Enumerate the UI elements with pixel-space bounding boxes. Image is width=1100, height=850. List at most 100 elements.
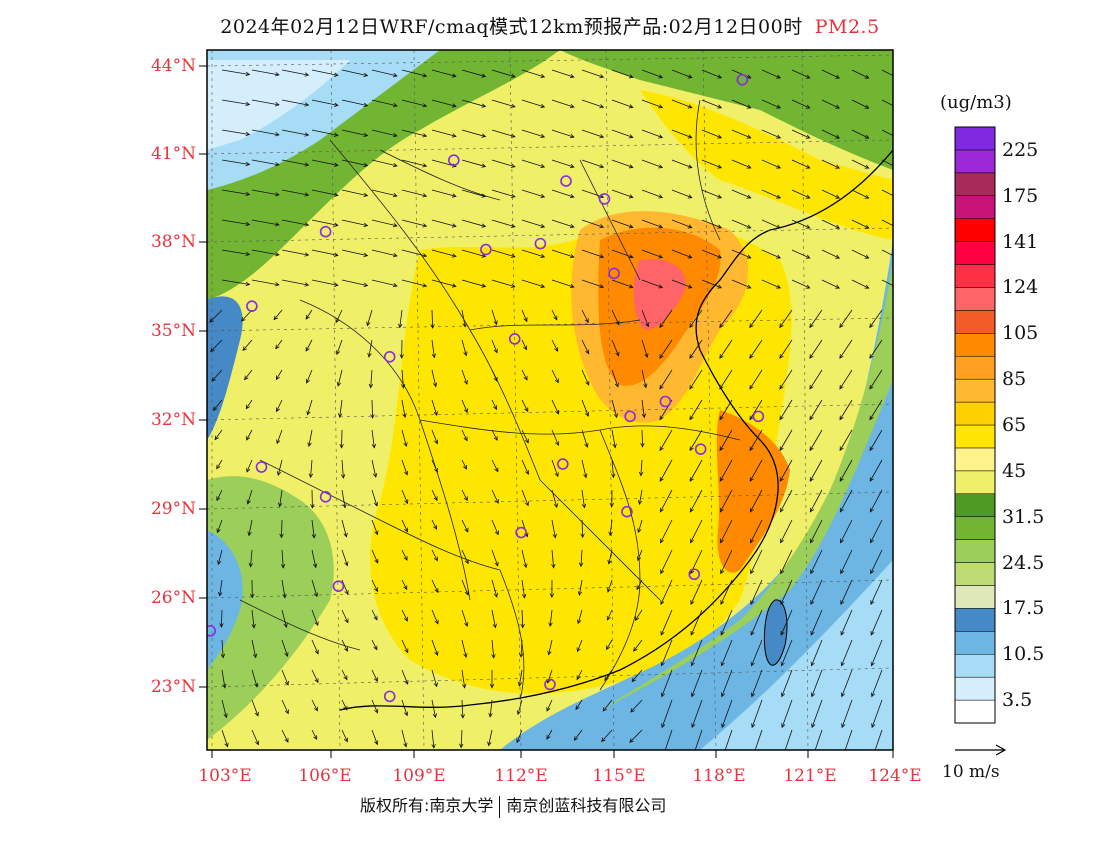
wind-vector bbox=[281, 279, 309, 286]
wind-vector-head bbox=[363, 222, 369, 228]
wind-vector-head bbox=[835, 284, 841, 289]
wind-vector-head bbox=[211, 377, 216, 382]
wind-vector bbox=[310, 459, 313, 478]
wind-vector bbox=[841, 639, 853, 666]
wind-vector-head bbox=[609, 502, 614, 508]
wind-vector-head bbox=[274, 72, 280, 77]
wind-vector-head bbox=[780, 569, 785, 575]
wind-vector-head bbox=[894, 255, 898, 258]
wind-vector bbox=[491, 249, 515, 258]
wind-vector-head bbox=[255, 740, 260, 746]
wind-vector bbox=[641, 369, 647, 388]
wind-vector-head bbox=[581, 503, 587, 509]
wind-vector bbox=[581, 159, 604, 168]
wind-vector bbox=[754, 729, 763, 750]
wind-vector-head bbox=[689, 507, 694, 513]
wind-vector bbox=[577, 639, 583, 652]
wind-vector-head bbox=[750, 600, 755, 605]
pm25-low-west-zone bbox=[207, 296, 243, 440]
graticule bbox=[207, 50, 893, 750]
wind-vector-head bbox=[628, 104, 634, 109]
wind-vector-head bbox=[245, 191, 251, 197]
wind-vector bbox=[339, 399, 343, 418]
wind-vector bbox=[791, 279, 810, 289]
wind-vector-head bbox=[363, 102, 369, 108]
wind-vector-head bbox=[431, 744, 436, 749]
wind-vector-head bbox=[254, 682, 259, 688]
wind-vector-head bbox=[519, 653, 524, 658]
wind-vector bbox=[431, 339, 435, 358]
wind-vector-head bbox=[809, 323, 814, 329]
wind-vector bbox=[521, 279, 545, 288]
wind-vector bbox=[611, 459, 614, 478]
wind-vector-head bbox=[404, 499, 409, 505]
wind-vector-head bbox=[463, 408, 468, 414]
wind-vector bbox=[401, 639, 409, 653]
wind-vector-head bbox=[481, 283, 487, 288]
colorbar-segment bbox=[954, 539, 996, 563]
wind-vector-head bbox=[216, 496, 221, 502]
wind-vector bbox=[761, 189, 781, 199]
wind-vector bbox=[661, 639, 673, 666]
wind-vector bbox=[401, 669, 409, 685]
wind-vector bbox=[371, 429, 375, 448]
wind-vector bbox=[761, 99, 781, 109]
wind-vector bbox=[431, 309, 434, 328]
wind-vector bbox=[461, 669, 466, 688]
wind-vector-head bbox=[576, 647, 581, 653]
wind-vector bbox=[720, 609, 733, 636]
wind-vector bbox=[881, 279, 893, 286]
wind-vector bbox=[639, 489, 643, 505]
wind-vector bbox=[371, 729, 378, 745]
wind-vector bbox=[491, 579, 498, 598]
wind-vector-head bbox=[374, 530, 379, 536]
wind-vector-head bbox=[451, 73, 457, 78]
wind-vector bbox=[521, 399, 529, 412]
wind-vector-head bbox=[749, 507, 754, 513]
wind-vector-head bbox=[780, 630, 785, 636]
wind-vector-head bbox=[575, 705, 580, 711]
wind-vector-head bbox=[805, 134, 811, 139]
wind-vector-head bbox=[660, 692, 666, 698]
wind-vector-head bbox=[250, 593, 255, 599]
wind-vector bbox=[601, 729, 613, 742]
wind-vector-head bbox=[279, 533, 284, 539]
wind-vector-head bbox=[839, 384, 844, 390]
wind-vector-head bbox=[434, 439, 439, 445]
wind-vector bbox=[701, 99, 722, 109]
wind-vector-head bbox=[363, 192, 369, 198]
wind-vector bbox=[371, 189, 397, 197]
wind-vector-head bbox=[339, 444, 344, 449]
wind-vector bbox=[749, 429, 763, 451]
wind-vector bbox=[431, 639, 438, 656]
wind-vector bbox=[273, 309, 283, 320]
wind-vector bbox=[810, 519, 823, 543]
wind-vector-head bbox=[274, 132, 280, 137]
wind-vector-head bbox=[578, 562, 584, 568]
wind-vector bbox=[611, 429, 616, 448]
wind-vector-head bbox=[690, 538, 694, 544]
city-marker bbox=[598, 193, 611, 205]
wind-vector-head bbox=[840, 538, 844, 544]
wind-vector bbox=[461, 129, 486, 137]
wind-vector bbox=[660, 519, 673, 543]
wind-vector-head bbox=[840, 661, 845, 667]
wind-vector bbox=[401, 249, 427, 257]
colorbar-segment bbox=[954, 241, 996, 265]
wind-vector-head bbox=[392, 223, 398, 228]
wind-vector-head bbox=[510, 73, 516, 78]
wind-vector bbox=[749, 489, 763, 513]
colorbar-segment bbox=[954, 562, 996, 586]
wind-vector bbox=[761, 129, 781, 139]
wind-vector bbox=[551, 459, 559, 477]
wind-vector bbox=[641, 339, 648, 358]
lon-label-115: 115°E bbox=[592, 766, 646, 786]
wind-vector bbox=[341, 99, 368, 107]
wind-vector bbox=[641, 69, 663, 78]
wind-vector-head bbox=[864, 104, 870, 109]
wind-vector-head bbox=[658, 224, 664, 229]
wind-vector-head bbox=[494, 467, 499, 473]
wind-vector bbox=[491, 159, 515, 168]
wind-vector bbox=[521, 459, 529, 475]
wind-vector-head bbox=[869, 323, 874, 329]
